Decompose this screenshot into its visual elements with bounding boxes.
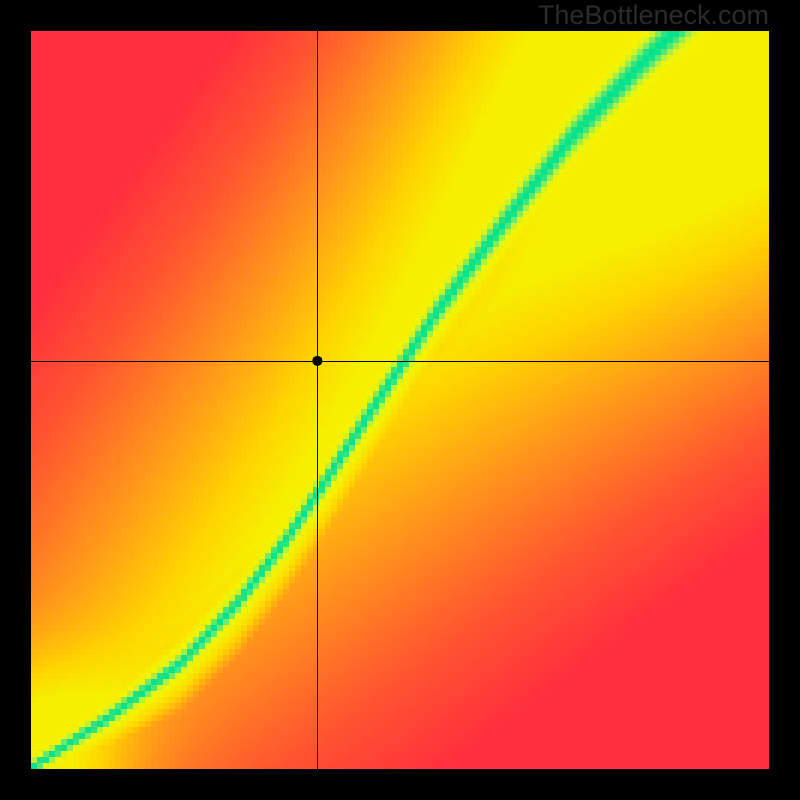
watermark-text: TheBottleneck.com	[538, 0, 769, 31]
bottleneck-heatmap	[0, 0, 800, 800]
chart-container: TheBottleneck.com	[0, 0, 800, 800]
